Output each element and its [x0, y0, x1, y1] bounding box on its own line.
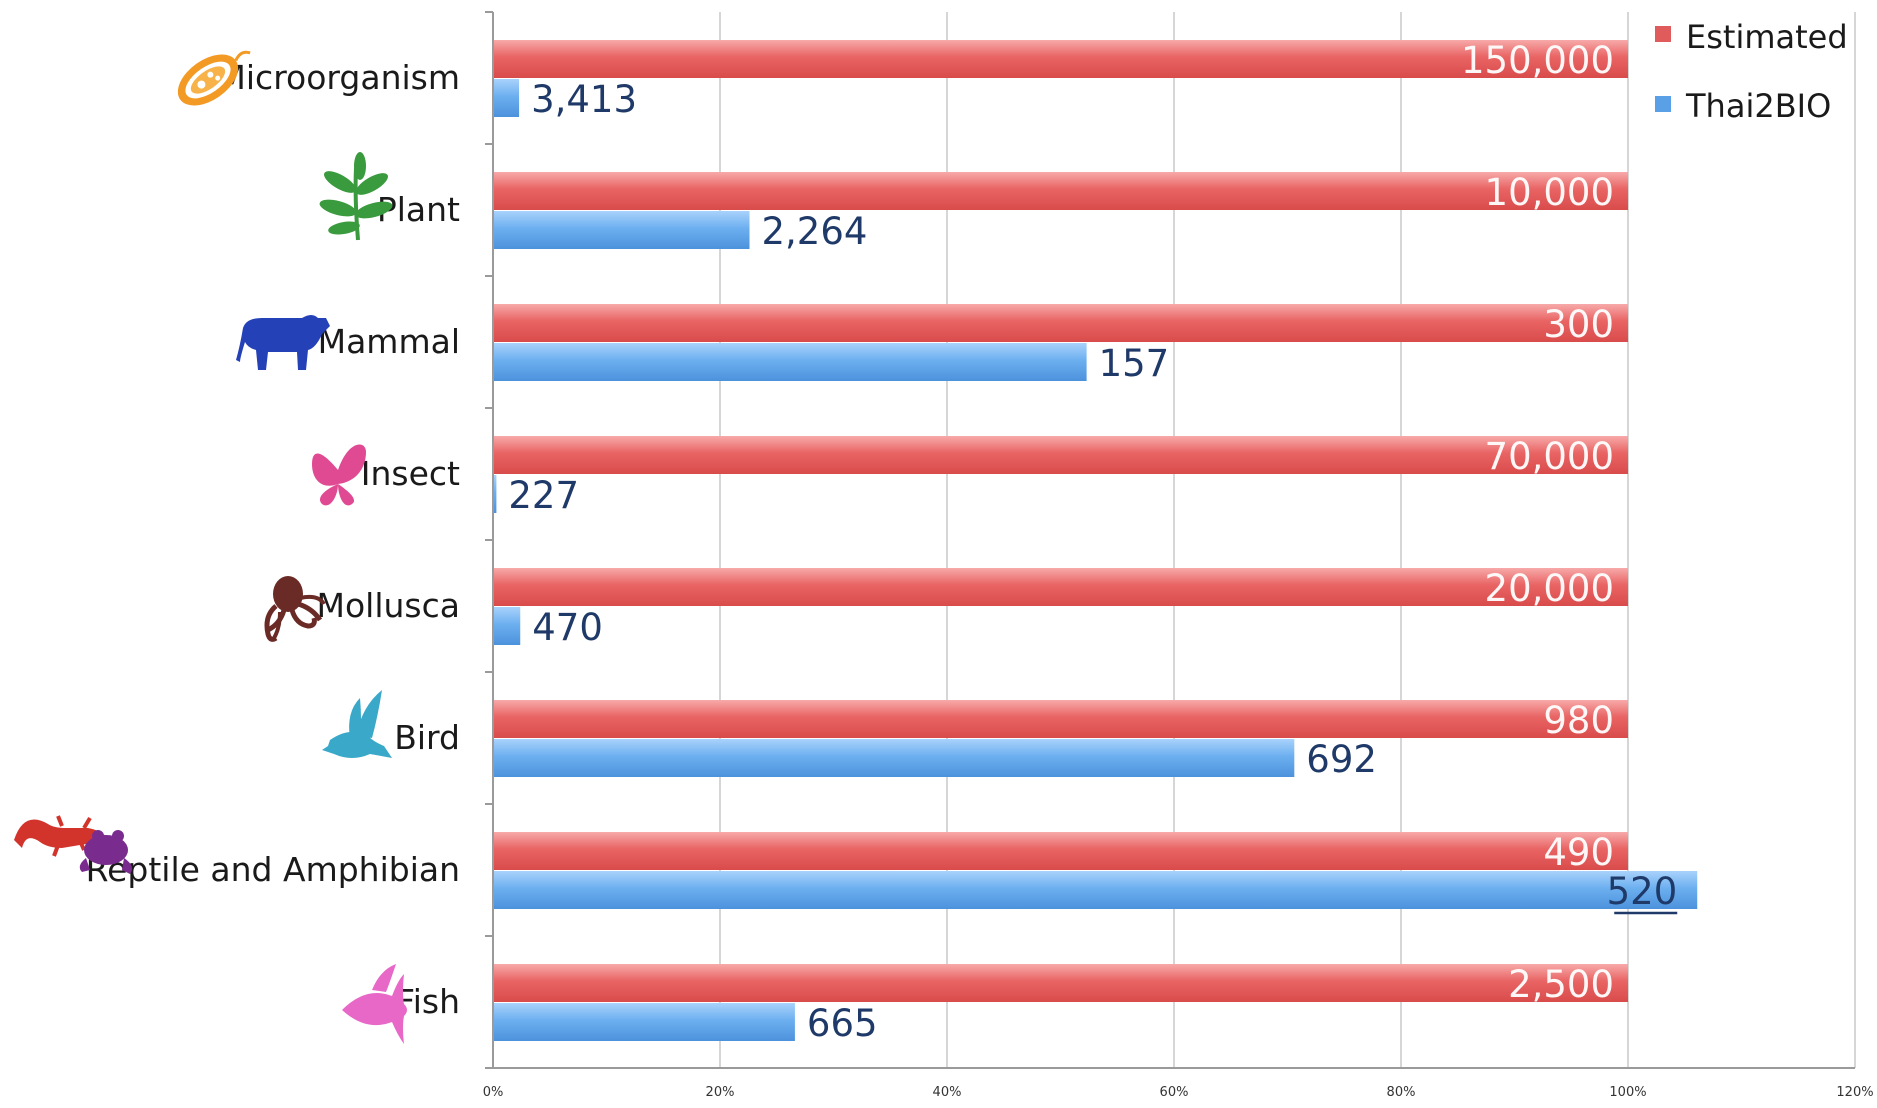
- bar-thai2bio: [493, 607, 521, 645]
- x-tick-label: 0%: [483, 1085, 504, 1100]
- bar-estimated: [493, 40, 1628, 78]
- data-label-thai2bio: 3,413: [531, 78, 637, 121]
- bar-thai2bio: [493, 211, 750, 249]
- bar-estimated: [493, 172, 1628, 210]
- data-label-estimated: 2,500: [1508, 963, 1614, 1006]
- plant-sprig-icon: [319, 152, 393, 241]
- bar-estimated: [493, 700, 1628, 738]
- octopus-icon: [264, 576, 326, 642]
- butterfly-icon: [312, 444, 366, 506]
- bar-thai2bio: [493, 871, 1698, 909]
- bar-estimated: [493, 568, 1628, 606]
- category-label: Microorganism: [217, 58, 460, 97]
- data-label-estimated: 20,000: [1485, 567, 1614, 610]
- data-label-thai2bio: 2,264: [762, 210, 868, 253]
- data-label-thai2bio: 470: [532, 606, 603, 649]
- category-labels: Microorganism Plant Mammal Insect Mollusca Bi…: [86, 58, 460, 1021]
- category-label: Bird: [394, 718, 460, 757]
- bar-estimated: [493, 964, 1628, 1002]
- bar-thai2bio: [493, 79, 520, 117]
- x-tick-label: 120%: [1836, 1085, 1873, 1100]
- data-label-estimated: 980: [1543, 699, 1614, 742]
- bacterium-icon: [177, 50, 251, 106]
- axes: 0% 20% 40% 60% 80% 100% 120%: [483, 11, 1874, 1100]
- cow-icon: [236, 315, 330, 370]
- category-label: Plant: [377, 190, 460, 229]
- data-label-estimated: 10,000: [1485, 171, 1614, 214]
- data-label-estimated: 70,000: [1485, 435, 1614, 478]
- category-label: Insect: [361, 454, 460, 493]
- data-label-thai2bio: 227: [508, 474, 579, 517]
- x-tick-label: 60%: [1160, 1085, 1189, 1100]
- data-label-estimated: 300: [1543, 303, 1614, 346]
- value-labels: 150,000 3,413 10,000 2,264 300 157 70,000 227 20…: [508, 39, 1678, 1045]
- data-label-thai2bio: 692: [1306, 738, 1377, 781]
- category-label: Fish: [396, 982, 460, 1021]
- lizard-frog-icon: [14, 815, 132, 874]
- legend-swatch-estimated: [1655, 26, 1671, 42]
- bar-thai2bio: [493, 475, 497, 513]
- data-label-thai2bio: 157: [1099, 342, 1170, 385]
- category-label: Mollusca: [317, 586, 460, 625]
- legend-label-estimated: Estimated: [1686, 18, 1848, 56]
- category-label: Reptile and Amphibian: [86, 850, 460, 889]
- legend-swatch-thai2bio: [1655, 96, 1671, 112]
- bar-thai2bio: [493, 343, 1087, 381]
- data-label-thai2bio: 520: [1607, 870, 1678, 913]
- bar-thai2bio: [493, 739, 1295, 777]
- bar-thai2bio: [493, 1003, 795, 1041]
- bird-icon: [322, 690, 392, 758]
- gridlines: [719, 12, 1856, 1068]
- category-label: Mammal: [318, 322, 460, 361]
- x-tick-label: 100%: [1609, 1085, 1646, 1100]
- legend-label-thai2bio: Thai2BIO: [1685, 87, 1831, 125]
- x-tick-label: 80%: [1387, 1085, 1416, 1100]
- data-label-estimated: 150,000: [1461, 39, 1614, 82]
- data-label-thai2bio: 665: [807, 1002, 878, 1045]
- data-label-estimated: 490: [1543, 831, 1614, 874]
- x-tick-label: 20%: [706, 1085, 735, 1100]
- x-tick-label: 40%: [933, 1085, 962, 1100]
- category-icons: [14, 50, 407, 1044]
- bars: [493, 40, 1698, 1041]
- angelfish-icon: [342, 964, 407, 1044]
- bar-estimated: [493, 832, 1628, 870]
- bar-estimated: [493, 304, 1628, 342]
- legend: Estimated Thai2BIO: [1655, 18, 1848, 125]
- bar-estimated: [493, 436, 1628, 474]
